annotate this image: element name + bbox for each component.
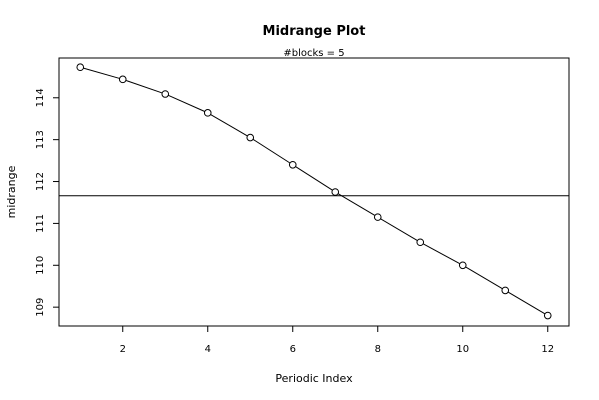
series-line-segment <box>507 291 546 315</box>
data-point <box>543 311 552 320</box>
x-tick-label: 6 <box>290 344 296 355</box>
plot-frame <box>58 57 570 327</box>
series-line-segment <box>465 266 503 290</box>
series-line-segment <box>83 67 120 79</box>
x-tick-label: 4 <box>205 344 211 355</box>
y-tick-label: 113 <box>35 130 46 149</box>
axes: 2 4 6 8 10 12 109 110 111 112 113 114 <box>35 88 554 355</box>
series-layer <box>76 63 552 320</box>
series-line-segment <box>380 218 418 242</box>
x-tick-label: 12 <box>541 344 554 355</box>
chart-title: Midrange Plot <box>263 24 366 39</box>
series-line-segment <box>252 138 291 164</box>
data-point <box>161 90 170 98</box>
data-point <box>118 75 127 84</box>
series-line-segment <box>168 94 205 112</box>
y-axis-label: midrange <box>5 165 18 218</box>
x-tick-label: 8 <box>375 344 381 355</box>
y-tick-label: 111 <box>35 214 46 233</box>
data-point <box>331 188 340 196</box>
data-point <box>203 109 212 117</box>
series-line-segment <box>295 166 333 191</box>
x-tick-label: 2 <box>120 344 126 355</box>
series-line-segment <box>337 193 376 216</box>
y-tick-label: 109 <box>35 298 46 317</box>
data-point <box>288 160 297 169</box>
chart-subtitle: #blocks = 5 <box>283 48 344 59</box>
data-point <box>246 133 255 142</box>
data-point <box>76 63 85 72</box>
data-point <box>373 213 382 221</box>
data-point <box>416 238 425 247</box>
y-tick-label: 112 <box>35 172 46 191</box>
series-line-segment <box>125 79 163 94</box>
x-axis-label: Periodic Index <box>275 372 353 385</box>
series-line-segment <box>422 243 461 265</box>
data-point <box>458 261 467 270</box>
data-point <box>501 286 510 295</box>
y-tick-label: 114 <box>35 88 46 107</box>
series-line-segment <box>210 114 248 137</box>
y-tick-label: 110 <box>35 256 46 275</box>
x-tick-label: 10 <box>456 344 469 355</box>
